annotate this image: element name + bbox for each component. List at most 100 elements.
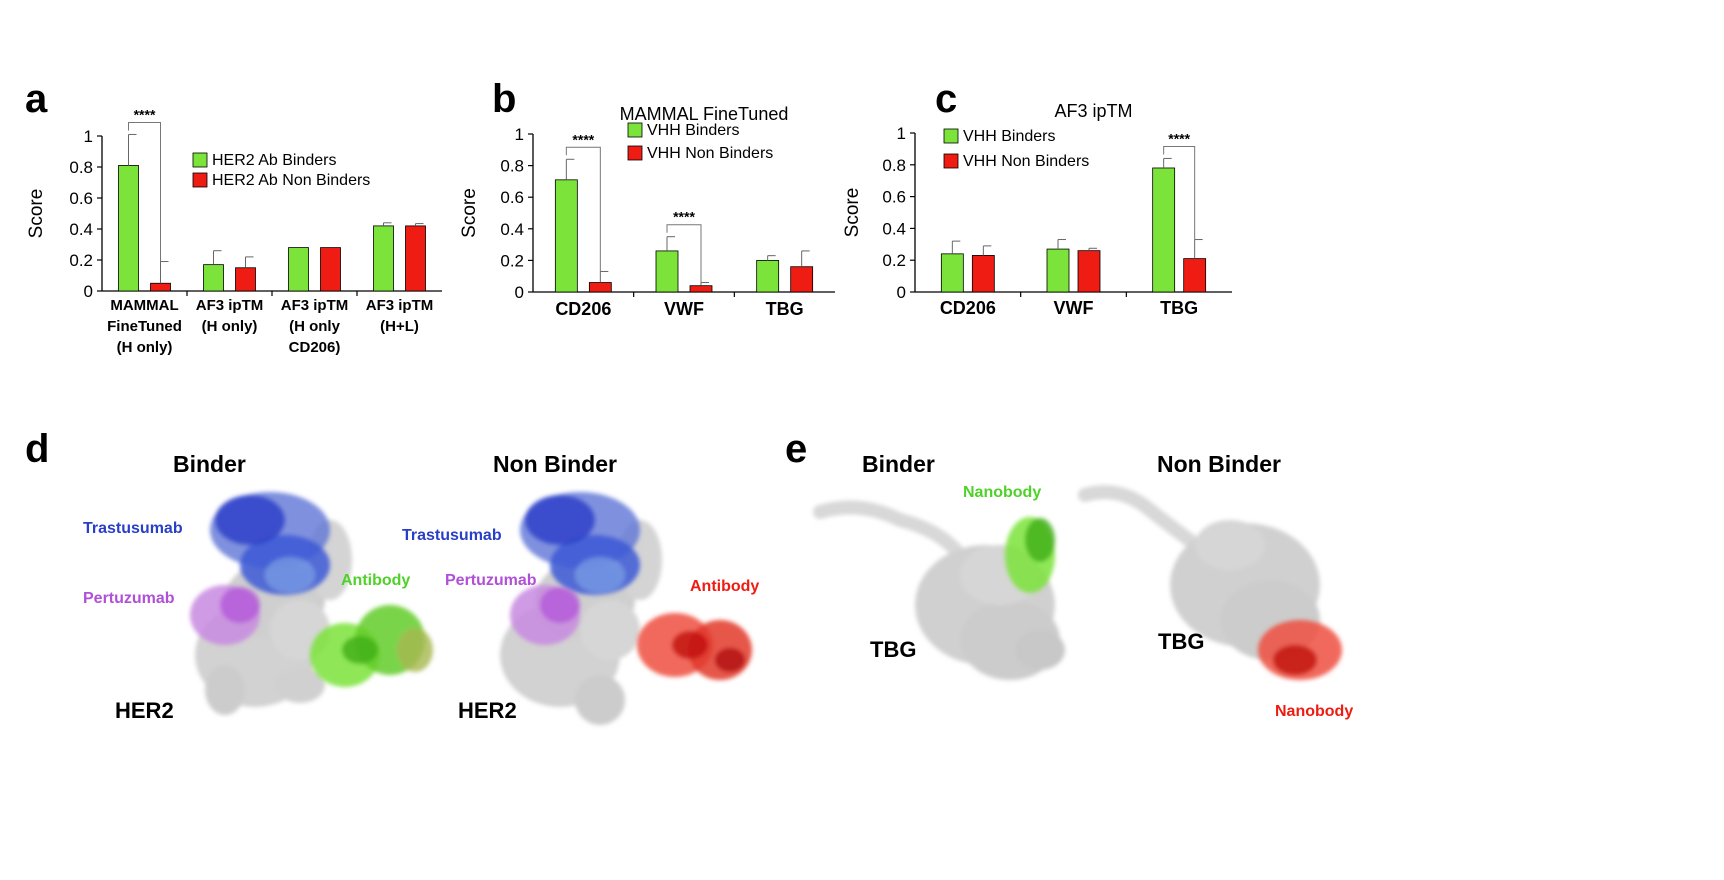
d-nonbinder-pertuzumab-surface xyxy=(510,585,580,645)
chart-b-title: MAMMAL FineTuned xyxy=(620,104,789,124)
chart-b-legend-swatch xyxy=(627,145,643,161)
chart-c-significance-bracket xyxy=(1163,145,1196,240)
chart-a-category-label: MAMMAL xyxy=(110,297,178,314)
chart-c-ytick-label: 0.2 xyxy=(882,251,906,270)
chart-b-ytick-label: 1 xyxy=(515,125,524,144)
chart-c-legend-swatch xyxy=(943,128,959,144)
panel-letter-c: c xyxy=(935,77,957,121)
chart-a-bar-binder xyxy=(203,264,224,292)
chart-b-significance-bracket xyxy=(666,224,702,283)
d-nonbinder-pertuzumab-label: Pertuzumab xyxy=(445,572,537,589)
chart-a-category-label: (H only xyxy=(289,318,340,335)
chart-b-ytick-label: 0.2 xyxy=(500,251,524,270)
chart-c-y-label: Score xyxy=(842,188,863,238)
d-binder-her2-label: HER2 xyxy=(115,698,174,723)
chart-b: MAMMAL FineTuned 0 0.2 0.4 0.6 0.8 1 Score CD206… xyxy=(459,104,835,319)
chart-a: 0 0.2 0.4 0.6 0.8 1 Score MAMMAL FineTuned (H onl… xyxy=(26,106,442,356)
e-binder-tbg-label: TBG xyxy=(870,637,916,662)
chart-c-ytick-label: 0.8 xyxy=(882,156,906,175)
chart-b-significance-bracket xyxy=(565,146,601,272)
chart-a-ytick-label: 0.2 xyxy=(69,251,93,270)
panel-letter-d: d xyxy=(25,427,49,471)
chart-c-ytick-label: 0.6 xyxy=(882,188,906,207)
chart-b-ytick-label: 0.6 xyxy=(500,188,524,207)
chart-b-ytick-label: 0.4 xyxy=(500,220,524,239)
chart-a-category-label: (H only) xyxy=(117,339,173,356)
chart-b-bar-nonbinder xyxy=(689,285,713,293)
chart-c-ytick-label: 0 xyxy=(897,283,906,302)
chart-a-bar-binder xyxy=(118,165,139,292)
chart-a-bar-binder xyxy=(288,247,309,292)
e-nonbinder-complex-image xyxy=(1078,485,1342,680)
d-nonbinder-trastuzumab-surface xyxy=(520,492,640,595)
chart-a-category-label: AF3 ipTM xyxy=(366,297,434,314)
chart-c-title: AF3 ipTM xyxy=(1054,101,1132,121)
d-nonbinder-complex-image xyxy=(500,492,752,725)
chart-a-legend-swatch xyxy=(192,152,208,168)
panel-letter-a: a xyxy=(25,77,48,121)
chart-b-bar-nonbinder xyxy=(790,266,814,293)
d-nonbinder-antibody-surface xyxy=(637,613,752,680)
chart-a-ytick-label: 0.8 xyxy=(69,158,93,177)
chart-a-category-label: CD206) xyxy=(289,339,341,356)
e-nonbinder-title: Non Binder xyxy=(1157,451,1281,477)
chart-a-category-label: AF3 ipTM xyxy=(281,297,349,314)
d-binder-complex-image xyxy=(190,492,433,715)
chart-b-significance-label: **** xyxy=(572,131,594,147)
chart-b-legend-label: VHH Binders xyxy=(647,122,739,139)
chart-c-bar-binder xyxy=(940,253,964,293)
d-nonbinder-antibody-label: Antibody xyxy=(690,578,759,595)
chart-b-category-label: VWF xyxy=(664,299,704,319)
chart-a-ytick-label: 1 xyxy=(84,127,93,146)
d-nonbinder-trastuzumab-label: Trastusumab xyxy=(402,527,502,544)
d-binder-antibody-label: Antibody xyxy=(341,572,410,589)
chart-a-ytick-label: 0.4 xyxy=(69,220,93,239)
chart-a-bar-nonbinder xyxy=(320,247,341,292)
chart-b-category-label: TBG xyxy=(766,299,804,319)
chart-b-category-label: CD206 xyxy=(555,299,611,319)
chart-b-y-label: Score xyxy=(459,188,480,238)
chart-b-ytick-label: 0.8 xyxy=(500,157,524,176)
panel-letter-e: e xyxy=(785,427,807,471)
chart-a-category-label: FineTuned xyxy=(107,318,182,335)
chart-c-legend-swatch xyxy=(943,153,959,169)
e-nonbinder-tbg-label: TBG xyxy=(1158,629,1204,654)
d-binder-trastuzumab-surface xyxy=(210,492,330,595)
chart-b-significance-label: **** xyxy=(673,209,695,225)
chart-b-bar-binder xyxy=(655,250,679,293)
chart-a-category-label: (H only) xyxy=(202,318,258,335)
e-binder-title: Binder xyxy=(862,451,935,477)
chart-c-legend-label: VHH Binders xyxy=(963,128,1055,145)
chart-a-significance-label: **** xyxy=(134,106,156,122)
e-binder-complex-image xyxy=(813,500,1065,680)
d-binder-trastuzumab-label: Trastusumab xyxy=(83,520,183,537)
chart-a-bar-nonbinder xyxy=(150,282,171,292)
chart-c-category-label: TBG xyxy=(1160,298,1198,318)
chart-b-ytick-label: 0 xyxy=(515,283,524,302)
panel-d-structures: Binder Non Binder xyxy=(83,451,759,725)
chart-b-bar-binder xyxy=(756,259,780,293)
chart-a-bar-nonbinder xyxy=(235,267,256,292)
chart-b-legend-label: VHH Non Binders xyxy=(647,145,773,162)
chart-c-bar-binder xyxy=(1152,167,1176,293)
chart-a-category-label: AF3 ipTM xyxy=(196,297,264,314)
chart-c-significance-label: **** xyxy=(1168,130,1190,146)
chart-a-ytick-label: 0 xyxy=(84,282,93,301)
e-nonbinder-nanobody-surface xyxy=(1258,620,1342,680)
chart-c-category-label: CD206 xyxy=(940,298,996,318)
chart-c-ytick-label: 1 xyxy=(897,124,906,143)
d-binder-title: Binder xyxy=(173,451,246,477)
chart-b-bar-nonbinder xyxy=(588,282,612,293)
d-binder-antibody-surface xyxy=(310,605,433,687)
panel-e-structures: Binder Non Binder Nanobody TBG xyxy=(813,451,1353,720)
e-binder-nanobody-label: Nanobody xyxy=(963,484,1041,501)
chart-c-legend-label: VHH Non Binders xyxy=(963,153,1089,170)
chart-a-bar-nonbinder xyxy=(405,225,426,292)
e-nonbinder-nanobody-label: Nanobody xyxy=(1275,703,1353,720)
chart-a-significance-bracket xyxy=(128,121,161,262)
chart-c-ytick-label: 0.4 xyxy=(882,219,906,238)
chart-a-ytick-label: 0.6 xyxy=(69,189,93,208)
chart-c-bar-nonbinder xyxy=(1077,250,1101,293)
chart-a-legend-label: HER2 Ab Binders xyxy=(212,152,337,169)
